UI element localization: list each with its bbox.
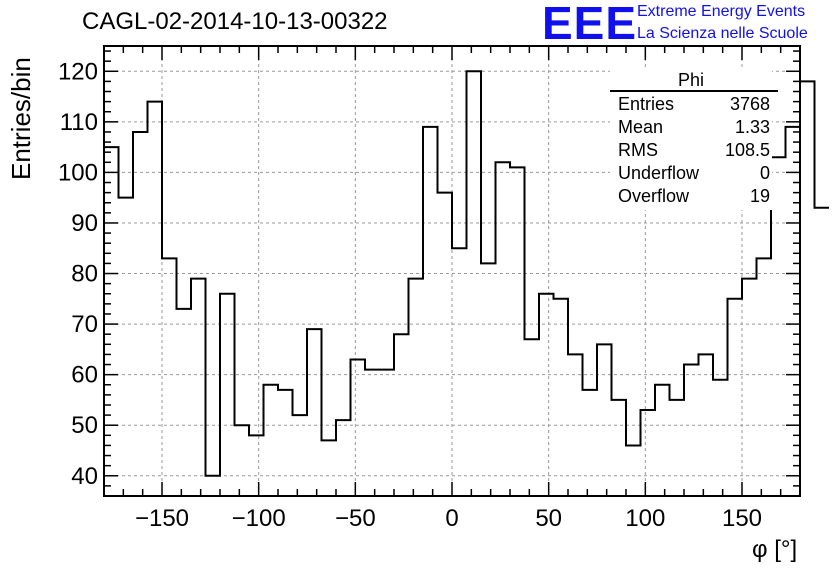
y-tick-label: 110 xyxy=(60,109,98,136)
stats-label: Underflow xyxy=(618,163,700,183)
histogram-bin xyxy=(264,385,279,496)
stats-label: Mean xyxy=(618,117,664,137)
histogram-bin xyxy=(322,440,337,496)
y-tick-label: 80 xyxy=(71,261,98,288)
histogram-bin xyxy=(568,354,583,496)
stats-value: 0 xyxy=(759,163,770,183)
histogram-bin xyxy=(336,420,351,496)
histogram-bin xyxy=(510,167,525,496)
histogram-bin xyxy=(670,400,685,496)
histogram-bin xyxy=(496,162,511,496)
stats-row-mean: Mean 1.33 xyxy=(618,117,770,139)
histogram-bin xyxy=(307,329,322,496)
histogram-bin xyxy=(467,71,482,496)
x-tick-label: 0 xyxy=(445,505,458,532)
histogram-bin xyxy=(148,102,163,496)
histogram-bin xyxy=(481,263,496,496)
x-tick-label: 100 xyxy=(625,505,665,532)
stats-box: Phi Entries 3768 Mean 1.33 RMS 108.5 Und… xyxy=(610,70,778,210)
histogram-bin xyxy=(220,294,235,496)
histogram-bin xyxy=(525,339,540,496)
histogram-bin xyxy=(713,380,728,496)
stats-label: Overflow xyxy=(618,186,690,206)
y-tick-label: 40 xyxy=(71,463,98,490)
histogram-bin xyxy=(235,425,250,496)
histogram-bin xyxy=(293,415,308,496)
histogram-bin xyxy=(162,258,177,496)
histogram-bin xyxy=(815,208,830,496)
y-tick-label: 100 xyxy=(58,159,98,186)
histogram-bin xyxy=(365,370,380,496)
histogram-bin xyxy=(539,294,554,496)
histogram-bin xyxy=(684,365,699,496)
stats-row-entries: Entries 3768 xyxy=(618,94,770,116)
histogram-bin xyxy=(423,127,438,496)
histogram-bin xyxy=(133,132,148,496)
logo-line-1: Extreme Energy Events xyxy=(637,3,806,20)
x-tick-label: −100 xyxy=(232,505,286,532)
histogram-bin xyxy=(206,476,221,496)
stats-title: Phi xyxy=(677,70,704,90)
histogram-bin xyxy=(771,157,786,496)
histogram-bin xyxy=(409,279,424,496)
y-tick-label: 120 xyxy=(58,58,98,85)
stats-label: Entries xyxy=(618,94,675,114)
stats-row-underflow: Underflow 0 xyxy=(618,163,770,185)
histogram-step-line xyxy=(104,70,829,477)
histogram-bin xyxy=(554,299,569,496)
stats-value: 1.33 xyxy=(734,117,770,137)
histogram-bin xyxy=(728,299,743,496)
histogram-bin xyxy=(278,390,293,496)
logo-line-2: La Scienza nelle Scuole xyxy=(637,25,808,42)
x-tick-label: 150 xyxy=(722,505,762,532)
x-tick-label: −150 xyxy=(135,505,189,532)
stats-label: RMS xyxy=(618,140,658,160)
y-tick-label: 50 xyxy=(71,412,98,439)
histogram-bin xyxy=(612,400,627,496)
eee-logo: EEE xyxy=(542,0,638,49)
histogram-bin xyxy=(742,279,757,496)
histogram-bin xyxy=(380,370,395,496)
y-axis-label: Entries/bin xyxy=(6,57,36,180)
histogram-bin xyxy=(641,410,656,496)
histogram-bin xyxy=(597,344,612,496)
y-tick-label: 60 xyxy=(71,362,98,389)
y-tick-label: 90 xyxy=(71,210,98,237)
histogram-bin xyxy=(119,198,134,496)
histogram-bin xyxy=(452,248,467,496)
histogram-bin xyxy=(800,81,815,496)
histogram-bin xyxy=(104,147,119,496)
x-tick-label: −50 xyxy=(335,505,376,532)
stats-value: 108.5 xyxy=(724,140,770,160)
stats-row-overflow: Overflow 19 xyxy=(618,186,770,208)
histogram-bin xyxy=(699,354,714,496)
histogram-bin xyxy=(394,334,409,496)
histogram-bin xyxy=(626,445,641,496)
histogram-bin xyxy=(583,390,598,496)
histogram-bin xyxy=(757,258,772,496)
histogram-bin xyxy=(655,385,670,496)
histogram-bin xyxy=(249,435,264,496)
stats-row-rms: RMS 108.5 xyxy=(618,140,770,162)
y-tick-label: 70 xyxy=(71,311,98,338)
stats-value: 19 xyxy=(749,186,770,206)
chart-title: CAGL-02-2014-10-13-00322 xyxy=(82,8,388,35)
x-tick-label: 50 xyxy=(535,505,562,532)
histogram-bin xyxy=(191,279,206,496)
histogram-bin xyxy=(351,359,366,496)
stats-value: 3768 xyxy=(729,94,770,114)
histogram-bin xyxy=(177,309,192,496)
histogram-bin xyxy=(438,193,453,496)
x-axis-label: φ [°] xyxy=(752,536,798,563)
stats-divider xyxy=(610,90,778,92)
